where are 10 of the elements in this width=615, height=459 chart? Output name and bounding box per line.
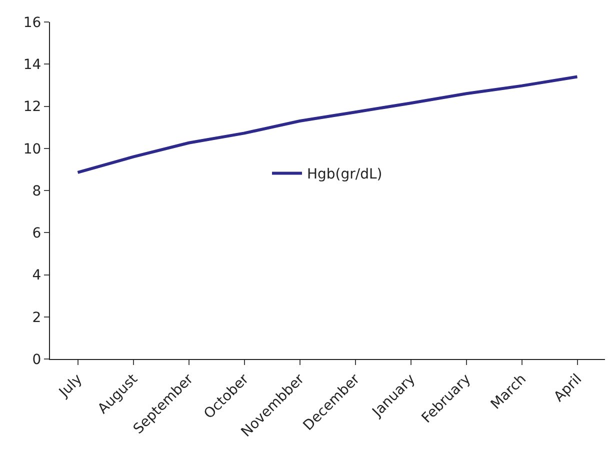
- y-tick-label: 0: [32, 352, 42, 368]
- y-tick-label: 14: [23, 57, 42, 74]
- y-tick-label: 2: [32, 310, 42, 326]
- y-tick-label: 16: [23, 14, 42, 31]
- y-tick-label: 4: [32, 268, 42, 284]
- y-tick-label: 10: [23, 141, 42, 158]
- legend-label: Hgb(gr/dL): [307, 166, 382, 183]
- y-tick-label: 12: [23, 99, 42, 116]
- y-tick-label: 6: [32, 226, 42, 242]
- y-tick-label: 8: [32, 183, 42, 200]
